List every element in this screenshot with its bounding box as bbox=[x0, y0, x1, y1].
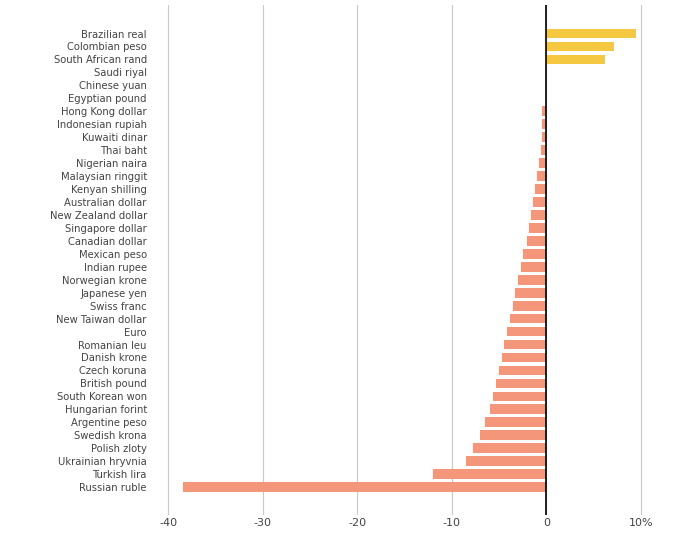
Bar bbox=[183, 482, 546, 492]
Bar bbox=[466, 456, 546, 466]
Bar bbox=[541, 145, 546, 155]
Bar bbox=[480, 430, 546, 440]
Bar bbox=[504, 340, 546, 350]
Bar bbox=[511, 314, 546, 323]
Bar bbox=[539, 158, 546, 168]
Bar bbox=[541, 119, 546, 129]
Bar bbox=[485, 418, 546, 427]
Bar bbox=[507, 327, 546, 336]
Bar bbox=[473, 443, 546, 453]
Bar bbox=[523, 249, 546, 259]
Bar bbox=[518, 275, 546, 284]
Bar bbox=[528, 236, 546, 246]
Bar bbox=[499, 366, 546, 375]
Bar bbox=[496, 379, 546, 389]
Bar bbox=[537, 171, 546, 181]
Bar bbox=[490, 404, 546, 414]
Bar bbox=[513, 301, 546, 311]
Bar bbox=[433, 469, 546, 479]
Bar bbox=[515, 288, 546, 298]
Bar bbox=[546, 42, 614, 52]
Bar bbox=[543, 106, 546, 116]
Bar bbox=[502, 352, 546, 362]
Bar bbox=[541, 132, 546, 142]
Bar bbox=[535, 184, 546, 194]
Bar bbox=[546, 28, 636, 38]
Bar bbox=[521, 262, 546, 272]
Bar bbox=[546, 55, 605, 64]
Bar bbox=[533, 197, 546, 207]
Bar bbox=[494, 391, 546, 401]
Bar bbox=[529, 223, 546, 233]
Bar bbox=[531, 210, 546, 220]
